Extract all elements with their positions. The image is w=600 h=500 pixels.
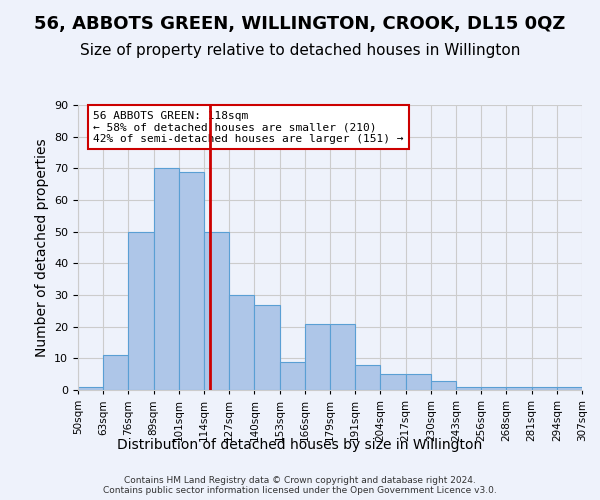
Bar xyxy=(103,355,128,390)
Y-axis label: Number of detached properties: Number of detached properties xyxy=(35,138,49,357)
Bar xyxy=(128,232,154,390)
Text: 56, ABBOTS GREEN, WILLINGTON, CROOK, DL15 0QZ: 56, ABBOTS GREEN, WILLINGTON, CROOK, DL1… xyxy=(34,14,566,32)
Bar xyxy=(481,387,506,390)
Bar xyxy=(280,362,305,390)
Bar xyxy=(532,387,557,390)
Text: Size of property relative to detached houses in Willington: Size of property relative to detached ho… xyxy=(80,42,520,58)
Bar xyxy=(355,364,380,390)
Bar xyxy=(506,387,532,390)
Bar xyxy=(557,387,582,390)
Bar xyxy=(456,387,481,390)
Bar xyxy=(431,380,456,390)
Bar xyxy=(254,304,280,390)
Bar xyxy=(406,374,431,390)
Text: Contains HM Land Registry data © Crown copyright and database right 2024.
Contai: Contains HM Land Registry data © Crown c… xyxy=(103,476,497,495)
Bar xyxy=(179,172,204,390)
Bar xyxy=(380,374,406,390)
Bar xyxy=(305,324,330,390)
Text: 56 ABBOTS GREEN: 118sqm
← 58% of detached houses are smaller (210)
42% of semi-d: 56 ABBOTS GREEN: 118sqm ← 58% of detache… xyxy=(93,110,404,144)
Bar xyxy=(78,387,103,390)
Bar xyxy=(330,324,355,390)
Text: Distribution of detached houses by size in Willington: Distribution of detached houses by size … xyxy=(118,438,482,452)
Bar xyxy=(229,295,254,390)
Bar xyxy=(154,168,179,390)
Bar xyxy=(204,232,229,390)
